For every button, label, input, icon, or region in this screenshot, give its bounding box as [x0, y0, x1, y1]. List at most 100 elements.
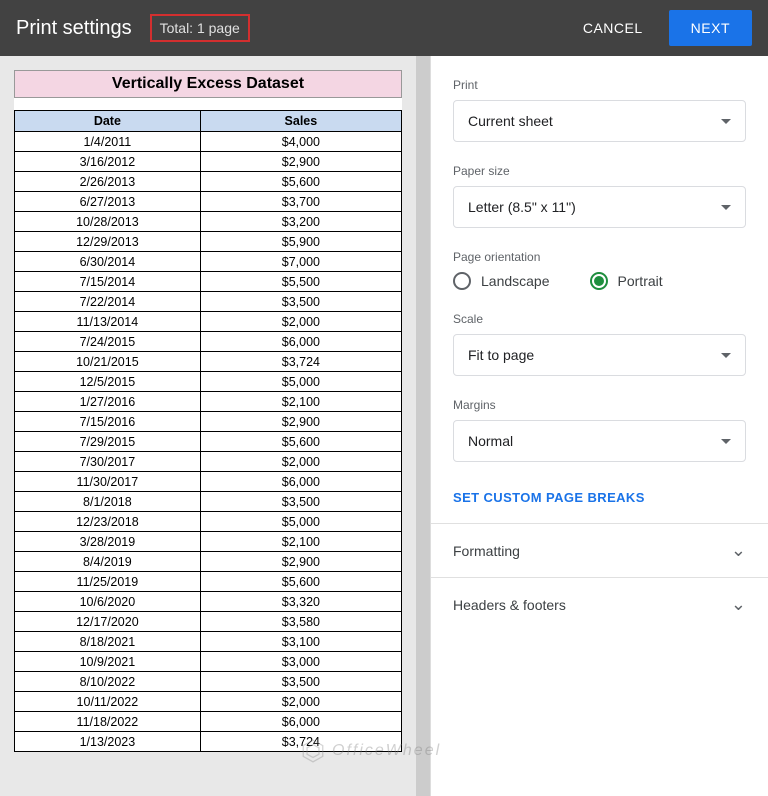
- landscape-label: Landscape: [481, 273, 550, 289]
- table-row: 11/18/2022$6,000: [15, 712, 402, 732]
- margins-select[interactable]: Normal: [453, 420, 746, 462]
- col-sales-header: Sales: [200, 111, 401, 132]
- table-row: 3/16/2012$2,900: [15, 152, 402, 172]
- cell-sales: $3,500: [200, 492, 401, 512]
- cell-sales: $6,000: [200, 332, 401, 352]
- main-area: Vertically Excess Dataset Date Sales 1/4…: [0, 56, 768, 796]
- col-date-header: Date: [15, 111, 201, 132]
- cell-date: 3/16/2012: [15, 152, 201, 172]
- table-row: 12/29/2013$5,900: [15, 232, 402, 252]
- chevron-down-icon: [721, 353, 731, 358]
- cell-sales: $2,000: [200, 692, 401, 712]
- sheet-title-row: Vertically Excess Dataset: [14, 70, 402, 98]
- table-row: 1/13/2023$3,724: [15, 732, 402, 752]
- cell-sales: $2,900: [200, 152, 401, 172]
- table-row: 10/21/2015$3,724: [15, 352, 402, 372]
- scale-select[interactable]: Fit to page: [453, 334, 746, 376]
- orientation-label: Page orientation: [453, 250, 746, 264]
- cell-sales: $3,000: [200, 652, 401, 672]
- cell-date: 10/9/2021: [15, 652, 201, 672]
- table-row: 6/27/2013$3,700: [15, 192, 402, 212]
- sheet-title: Vertically Excess Dataset: [112, 75, 304, 92]
- set-custom-page-breaks-link[interactable]: SET CUSTOM PAGE BREAKS: [453, 484, 746, 523]
- cell-date: 1/4/2011: [15, 132, 201, 152]
- cell-date: 10/28/2013: [15, 212, 201, 232]
- cell-date: 8/1/2018: [15, 492, 201, 512]
- cell-sales: $3,100: [200, 632, 401, 652]
- table-row: 6/30/2014$7,000: [15, 252, 402, 272]
- landscape-radio[interactable]: Landscape: [453, 272, 550, 290]
- headers-footers-expander[interactable]: Headers & footers ⌄: [431, 577, 768, 631]
- chevron-down-icon: ⌄: [731, 594, 746, 615]
- cell-sales: $5,000: [200, 512, 401, 532]
- cell-sales: $5,000: [200, 372, 401, 392]
- chevron-down-icon: [721, 119, 731, 124]
- paper-size-value: Letter (8.5" x 11"): [468, 199, 576, 215]
- settings-pane: Print Current sheet Paper size Letter (8…: [430, 56, 768, 796]
- cell-date: 1/27/2016: [15, 392, 201, 412]
- cell-date: 12/5/2015: [15, 372, 201, 392]
- cell-date: 11/25/2019: [15, 572, 201, 592]
- data-table: Date Sales 1/4/2011$4,0003/16/2012$2,900…: [14, 110, 402, 752]
- cell-sales: $5,600: [200, 172, 401, 192]
- cell-date: 10/6/2020: [15, 592, 201, 612]
- table-row: 8/18/2021$3,100: [15, 632, 402, 652]
- table-row: 12/23/2018$5,000: [15, 512, 402, 532]
- cell-date: 6/30/2014: [15, 252, 201, 272]
- table-row: 3/28/2019$2,100: [15, 532, 402, 552]
- radio-checked-icon: [590, 272, 608, 290]
- table-row: 10/6/2020$3,320: [15, 592, 402, 612]
- table-row: 7/29/2015$5,600: [15, 432, 402, 452]
- table-row: 11/25/2019$5,600: [15, 572, 402, 592]
- cell-sales: $3,200: [200, 212, 401, 232]
- sheet-preview: Vertically Excess Dataset Date Sales 1/4…: [14, 70, 402, 752]
- paper-size-select[interactable]: Letter (8.5" x 11"): [453, 186, 746, 228]
- cell-date: 7/30/2017: [15, 452, 201, 472]
- cell-sales: $2,000: [200, 452, 401, 472]
- chevron-down-icon: ⌄: [731, 540, 746, 561]
- page-count-highlight: Total: 1 page: [150, 14, 250, 42]
- cell-sales: $3,320: [200, 592, 401, 612]
- table-row: 7/22/2014$3,500: [15, 292, 402, 312]
- headers-footers-label: Headers & footers: [453, 597, 566, 613]
- chevron-down-icon: [721, 439, 731, 444]
- cell-date: 2/26/2013: [15, 172, 201, 192]
- cell-date: 7/29/2015: [15, 432, 201, 452]
- orientation-row: Landscape Portrait: [453, 272, 746, 290]
- portrait-radio[interactable]: Portrait: [590, 272, 663, 290]
- page-title: Print settings: [16, 17, 132, 40]
- cell-date: 7/22/2014: [15, 292, 201, 312]
- table-row: 8/4/2019$2,900: [15, 552, 402, 572]
- table-row: 11/13/2014$2,000: [15, 312, 402, 332]
- cell-date: 8/10/2022: [15, 672, 201, 692]
- cell-date: 8/4/2019: [15, 552, 201, 572]
- margins-value: Normal: [468, 433, 513, 449]
- cell-date: 7/15/2016: [15, 412, 201, 432]
- cell-sales: $2,100: [200, 392, 401, 412]
- table-row: 7/15/2014$5,500: [15, 272, 402, 292]
- cell-sales: $2,100: [200, 532, 401, 552]
- cell-date: 6/27/2013: [15, 192, 201, 212]
- cell-sales: $4,000: [200, 132, 401, 152]
- cell-sales: $5,600: [200, 432, 401, 452]
- cell-sales: $3,500: [200, 292, 401, 312]
- print-select[interactable]: Current sheet: [453, 100, 746, 142]
- cancel-button[interactable]: CANCEL: [565, 10, 661, 46]
- table-row: 10/28/2013$3,200: [15, 212, 402, 232]
- portrait-label: Portrait: [618, 273, 663, 289]
- next-button[interactable]: NEXT: [669, 10, 752, 46]
- cell-sales: $3,724: [200, 732, 401, 752]
- formatting-label: Formatting: [453, 543, 520, 559]
- table-row: 1/4/2011$4,000: [15, 132, 402, 152]
- table-row: 7/15/2016$2,900: [15, 412, 402, 432]
- cell-sales: $2,000: [200, 312, 401, 332]
- formatting-expander[interactable]: Formatting ⌄: [431, 523, 768, 577]
- cell-sales: $6,000: [200, 712, 401, 732]
- cell-sales: $5,500: [200, 272, 401, 292]
- cell-sales: $3,700: [200, 192, 401, 212]
- cell-date: 1/13/2023: [15, 732, 201, 752]
- table-row: 12/17/2020$3,580: [15, 612, 402, 632]
- table-row: 8/1/2018$3,500: [15, 492, 402, 512]
- print-label: Print: [453, 78, 746, 92]
- table-row: 10/11/2022$2,000: [15, 692, 402, 712]
